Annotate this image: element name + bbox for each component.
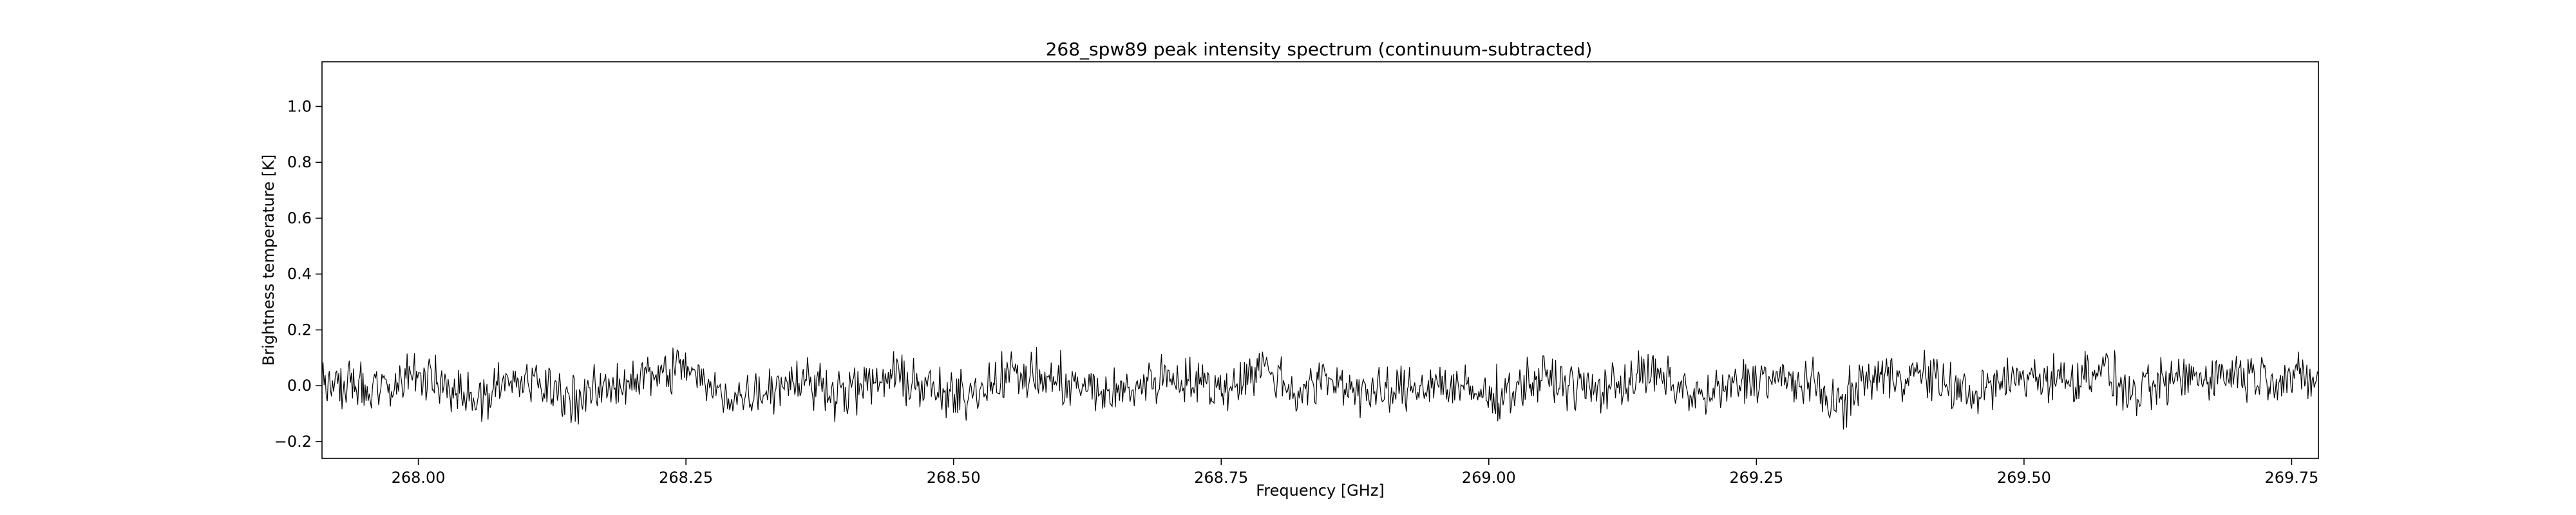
x-tick-label: 268.50 <box>927 469 981 487</box>
plot-area <box>321 347 2319 430</box>
chart-title: 268_spw89 peak intensity spectrum (conti… <box>1046 39 1593 60</box>
spectrum-line <box>321 347 2319 430</box>
x-tick-label: 268.75 <box>1194 469 1248 487</box>
x-tick-label: 268.00 <box>392 469 446 487</box>
plot-frame <box>321 61 2319 459</box>
y-tick-label: 0.2 <box>287 321 312 339</box>
x-tick-label: 269.25 <box>1729 469 1783 487</box>
y-axis-ticks: −0.2 0.0 0.2 0.4 0.6 0.8 1.0 <box>274 97 322 451</box>
y-tick-label: 0.4 <box>287 265 312 283</box>
y-axis-label: Brightness temperature [K] <box>260 154 278 366</box>
y-tick-label: 1.0 <box>287 97 312 115</box>
x-tick-label: 268.25 <box>659 469 713 487</box>
y-tick-label: 0.0 <box>287 377 312 395</box>
y-tick-label: 0.6 <box>287 209 312 227</box>
x-axis-ticks: 268.00 268.25 268.50 268.75 269.00 269.25 269.… <box>392 458 2318 487</box>
y-tick-label: −0.2 <box>274 433 312 451</box>
x-tick-label: 269.75 <box>2264 469 2318 487</box>
y-tick-label: 0.8 <box>287 153 312 171</box>
x-tick-label: 269.50 <box>1997 469 2051 487</box>
x-axis-label: Frequency [GHz] <box>1256 482 1385 500</box>
x-tick-label: 269.00 <box>1462 469 1516 487</box>
